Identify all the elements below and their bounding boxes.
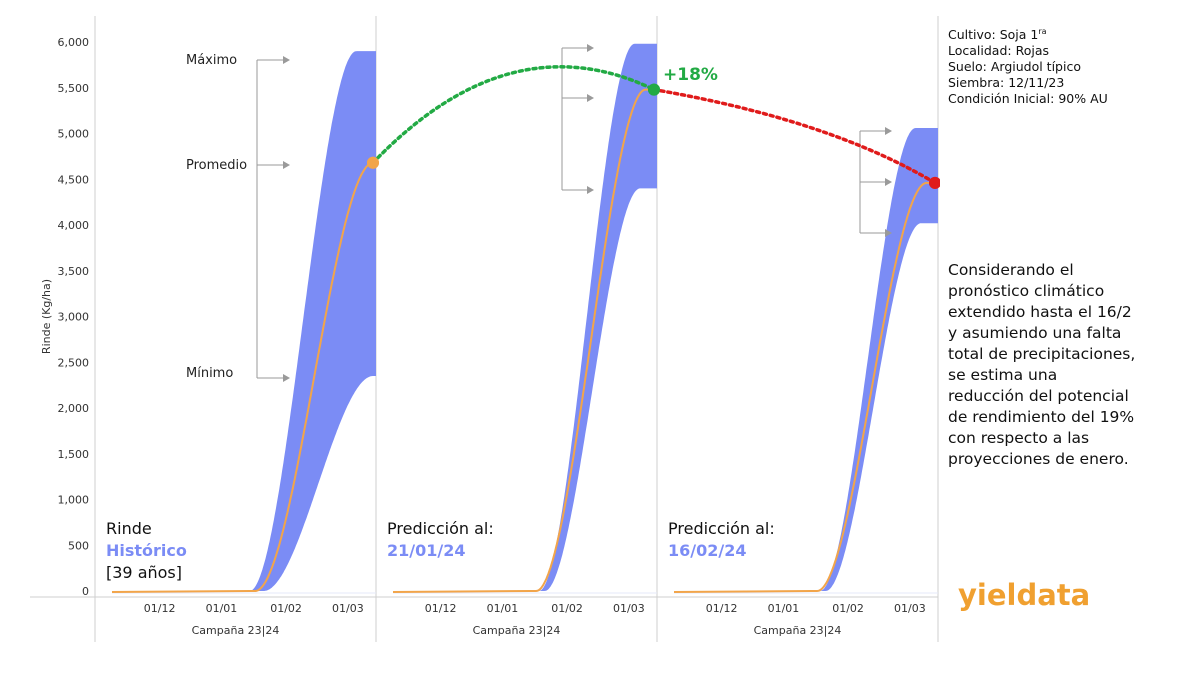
panel-3: 01/12 01/01 01/02 01/03 Campaña 23|24 Predicc… (668, 127, 940, 637)
y-tick-label: 1,000 (58, 494, 90, 507)
range-band (811, 128, 938, 591)
meta-siembra: Siembra: 12/11/23 (948, 75, 1065, 91)
annotation-max: Máximo (186, 53, 237, 68)
y-tick-label: 1,500 (58, 448, 90, 461)
y-tick-label: 0 (82, 585, 89, 598)
connector-increase (371, 65, 656, 165)
x-tick-label: 01/12 (144, 602, 176, 615)
arrow-icon (885, 178, 892, 186)
x-tick-label: 01/02 (551, 602, 583, 615)
crop-metadata: Cultivo: Soja 1ra Localidad: Rojas Suelo… (948, 24, 1108, 107)
y-tick-label: 3,000 (58, 311, 90, 324)
panel-label-line2: 21/01/24 (387, 541, 465, 560)
panel-label-line2: 16/02/24 (668, 541, 746, 560)
x-axis-label: Campaña 23|24 (192, 624, 280, 637)
panel-label-line1: Predicción al: (668, 519, 775, 538)
annotation-min: Mínimo (186, 366, 233, 381)
range-band (249, 51, 376, 592)
mean-end-marker (367, 156, 379, 169)
panel-label-line3: [39 años] (106, 563, 182, 582)
y-tick-label: 5,500 (58, 82, 90, 95)
explanation-note: Considerando el pronóstico climático ext… (948, 261, 1136, 468)
panel-label-line2: Histórico (106, 541, 187, 560)
chart-panels: 01/12 01/01 01/02 01/03 Campaña 23|24 Máximo P… (106, 43, 940, 637)
mean-end-marker (929, 176, 940, 189)
x-tick-label: 01/03 (332, 602, 364, 615)
arrow-icon (283, 374, 290, 382)
arrow-icon (885, 229, 892, 237)
y-tick-label: 5,000 (58, 128, 90, 141)
x-tick-label: 01/03 (894, 602, 926, 615)
y-tick-label: 3,500 (58, 265, 90, 278)
arrow-icon (587, 44, 594, 52)
arrow-icon (587, 186, 594, 194)
yield-chart: 0 500 1,000 1,500 2,000 2,500 3,000 3,500 4,000 4… (30, 16, 940, 642)
x-tick-label: 01/01 (206, 602, 238, 615)
panel-1: 01/12 01/01 01/02 01/03 Campaña 23|24 Máximo P… (106, 51, 379, 637)
y-tick-label: 500 (68, 539, 89, 552)
panel-label-line1: Rinde (106, 519, 152, 538)
meta-suelo: Suelo: Argiudol típico (948, 59, 1081, 75)
x-tick-label: 01/02 (832, 602, 864, 615)
mean-line (392, 88, 657, 593)
annotation-mean: Promedio (186, 158, 247, 173)
x-axis-label: Campaña 23|24 (754, 624, 842, 637)
mean-end-marker (648, 83, 660, 96)
arrow-icon (283, 56, 290, 64)
y-tick-label: 2,500 (58, 356, 90, 369)
x-tick-label: 01/03 (613, 602, 645, 615)
x-tick-label: 01/12 (706, 602, 738, 615)
meta-condicion: Condición Inicial: 90% AU (948, 91, 1108, 107)
meta-cultivo: Cultivo: Soja 1ra (948, 27, 1047, 43)
y-tick-label: 6,000 (58, 36, 90, 49)
panel-2: 01/12 01/01 01/02 01/03 Campaña 23|24 Predicc… (387, 43, 660, 637)
arrow-icon (283, 161, 290, 169)
x-axis-label: Campaña 23|24 (473, 624, 561, 637)
x-tick-label: 01/01 (768, 602, 800, 615)
change-connectors: +18%-19% (367, 65, 940, 189)
y-tick-label: 4,000 (58, 219, 90, 232)
x-tick-label: 01/02 (270, 602, 302, 615)
y-axis-label: Rinde (Kg/ha) (40, 279, 53, 354)
arrow-icon (885, 127, 892, 135)
x-tick-label: 01/01 (487, 602, 519, 615)
connector-decrease (652, 87, 937, 185)
meta-localidad: Localidad: Rojas (948, 43, 1050, 59)
panel-label-line1: Predicción al: (387, 519, 494, 538)
y-tick-label: 2,000 (58, 402, 90, 415)
arrow-icon (587, 94, 594, 102)
y-tick-label: 4,500 (58, 173, 90, 186)
yieldata-logo: yieldata (958, 578, 1091, 612)
change-label-increase: +18% (663, 65, 718, 85)
x-tick-label: 01/12 (425, 602, 457, 615)
mean-line (111, 161, 376, 593)
mean-line (673, 181, 938, 593)
